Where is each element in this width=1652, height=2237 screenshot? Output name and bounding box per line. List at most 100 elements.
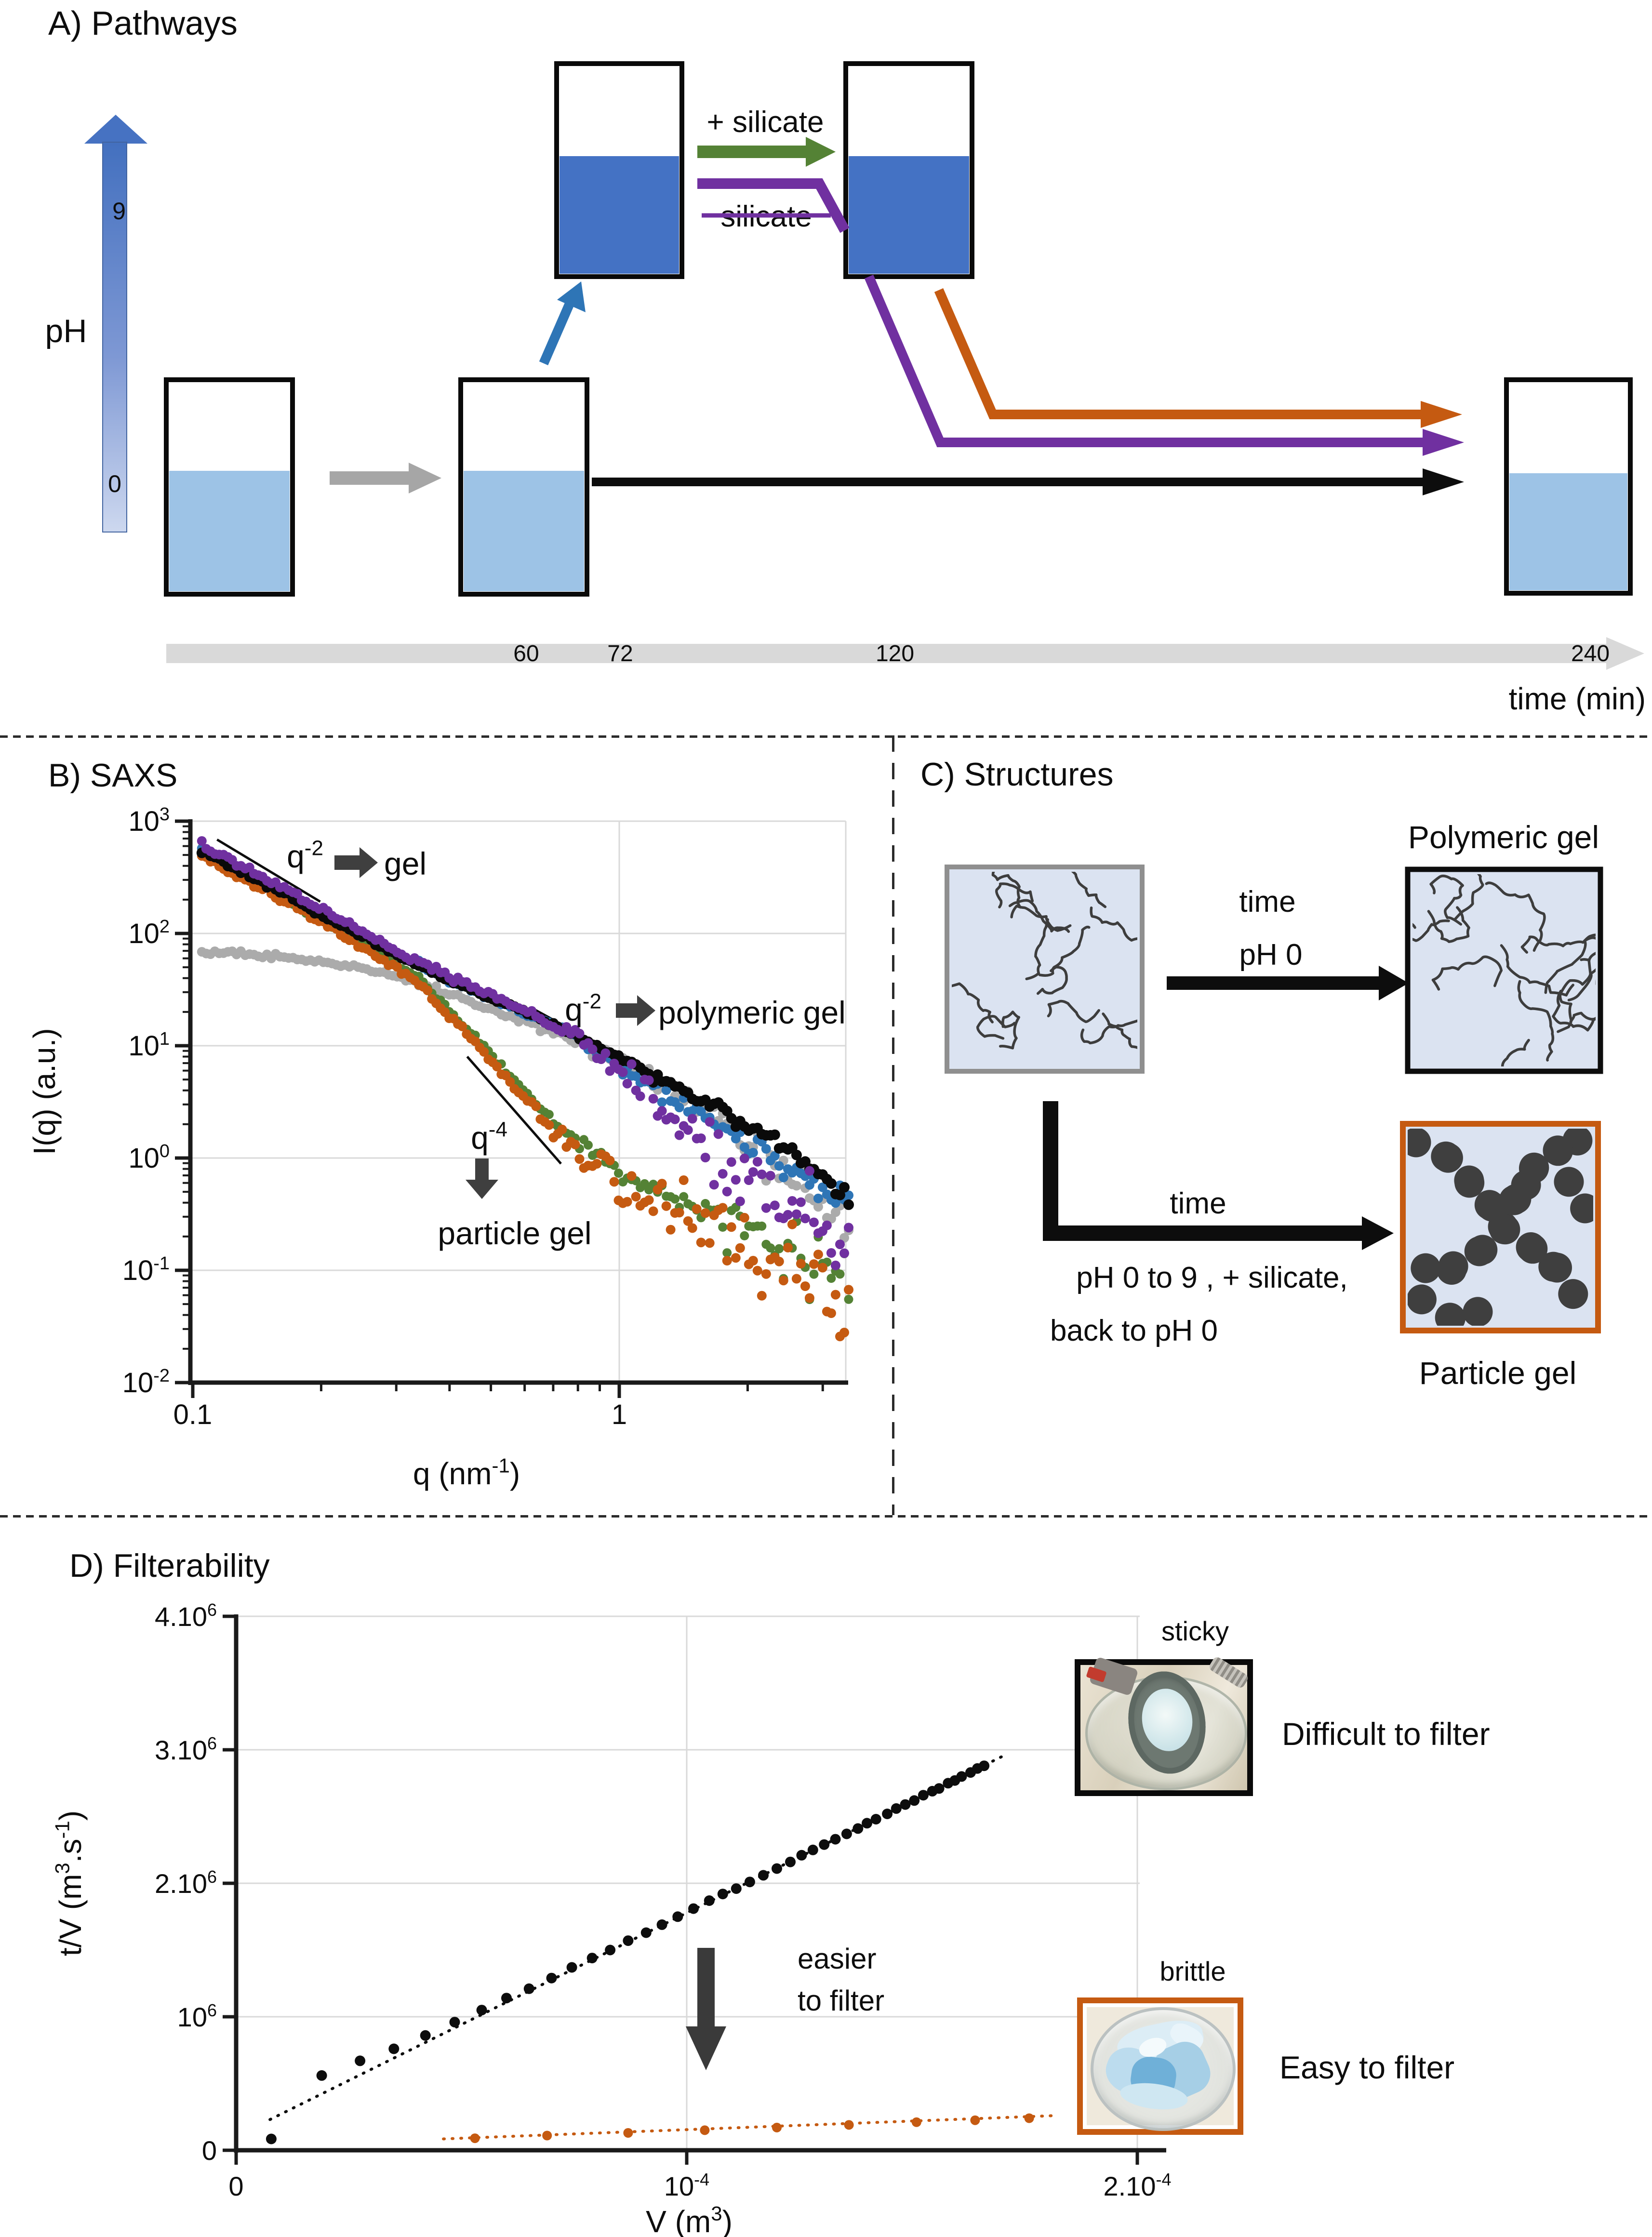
- beaker-ph0-60min: [458, 377, 589, 597]
- purple-path-upper: [697, 178, 850, 233]
- sticky-gel-photo: [1075, 1655, 1253, 1796]
- svg-text:0: 0: [228, 2171, 243, 2201]
- svg-text:4.106: 4.106: [155, 1600, 217, 1632]
- filterability-chart: D) Filterability 0 10-4 2.10-4 0 106 2.106 3.1…: [51, 1547, 1172, 2237]
- filterability-series-black: [266, 1760, 990, 2144]
- time-tick-60: 60: [513, 641, 539, 666]
- ph-axis-arrow-icon: [84, 115, 147, 533]
- saxs-guide2-target: polymeric gel: [658, 995, 846, 1030]
- saxs-guide1-target: gel: [384, 846, 426, 881]
- time-tick-240: 240: [1571, 641, 1610, 666]
- black-path-arrow: [592, 468, 1464, 495]
- filterability-tick-labels: 0 10-4 2.10-4 0 106 2.106 3.106 4.106: [155, 1600, 1172, 2201]
- polymeric-gel-label: Polymeric gel: [1408, 819, 1599, 855]
- particle-gel-label: Particle gel: [1419, 1355, 1577, 1391]
- ph-top-value: 9: [112, 198, 126, 225]
- structures-diagram: C) Structures Polymeric gel time pH 0 ti…: [920, 756, 1603, 1391]
- monomer-box: [945, 865, 1145, 1074]
- removed-silicate-label-group: silicate: [702, 200, 831, 233]
- separator-b-c: [892, 735, 894, 1515]
- saxs-tick-labels: 103 102 101 100 10-1 10-2: [122, 804, 170, 1398]
- saxs-guide2-exponent: q-2: [565, 989, 601, 1027]
- bottom-caption-line1: pH 0 to 9 , + silicate,: [1076, 1261, 1347, 1294]
- gray-step-arrow-icon: [330, 463, 441, 493]
- saxs-series-orange: [197, 851, 853, 1342]
- panel-d-title: D) Filterability: [69, 1547, 270, 1584]
- svg-text:10-2: 10-2: [122, 1366, 170, 1398]
- time-axis-label: time (min): [1509, 681, 1646, 716]
- brittle-label: brittle: [1159, 1956, 1226, 1986]
- saxs-guide3-exponent: q-4: [471, 1118, 507, 1156]
- metal-hose: [1208, 1655, 1250, 1690]
- saxs-series-purple: [197, 836, 853, 1270]
- brittle-gel-photo: [1077, 1997, 1243, 2135]
- plus-silicate-label: + silicate: [707, 106, 824, 139]
- panel-c-title: C) Structures: [920, 756, 1114, 793]
- blue-ph-raise-arrow-icon: [539, 281, 586, 365]
- saxs-guide1-exponent: q-2: [287, 836, 323, 874]
- difficult-to-filter-label: Difficult to filter: [1282, 1716, 1490, 1752]
- sticky-label: sticky: [1161, 1616, 1229, 1646]
- saxs-xtick-1: 1: [612, 1399, 627, 1430]
- svg-text:106: 106: [177, 2000, 217, 2032]
- separator-bc-d: [0, 1515, 1652, 1518]
- time-tick-72: 72: [607, 641, 633, 666]
- saxs-yaxis-label: I(q) (a.u.): [27, 1028, 62, 1155]
- purple-path-arrow: [864, 275, 1464, 456]
- saxs-xaxis-label: q (nm-1): [413, 1454, 520, 1491]
- time-axis-bar: [166, 637, 1644, 670]
- svg-text:100: 100: [128, 1141, 170, 1174]
- right-block-arrow-icon: [334, 847, 378, 878]
- beaker-ph9-72min: [554, 61, 684, 279]
- down-block-arrow-icon: [466, 1158, 498, 1199]
- svg-text:3.106: 3.106: [155, 1733, 217, 1765]
- filterability-series-orange: [470, 2113, 1034, 2144]
- saxs-guide3-target: particle gel: [438, 1215, 591, 1251]
- pathways-diagram: A) Pathways 9 0 pH: [45, 4, 1646, 716]
- polymeric-gel-box: [1405, 866, 1603, 1074]
- green-add-silicate-arrow-icon: [697, 137, 836, 167]
- monomer-squiggles: [952, 872, 1137, 1050]
- bottom-caption-line2: back to pH 0: [1050, 1314, 1218, 1347]
- top-arrow-label-time: time: [1239, 885, 1295, 919]
- easier-label-line2: to filter: [798, 1984, 884, 2017]
- filterability-xaxis-label: V (m3): [646, 2202, 733, 2237]
- beaker-ph9-120min: [843, 61, 974, 279]
- svg-text:103: 103: [128, 804, 170, 837]
- panel-a-title: A) Pathways: [48, 4, 238, 42]
- beaker-ph0-240min: [1504, 377, 1633, 596]
- orange-path-arrow: [934, 288, 1462, 428]
- elbow-arrow-icon: [1043, 1101, 1394, 1250]
- bottom-arrow-label-time: time: [1170, 1187, 1226, 1220]
- time-ph0-arrow-icon: [1167, 966, 1409, 1000]
- easier-down-arrow-icon: [686, 1948, 726, 2070]
- polymeric-squiggles: [1412, 874, 1596, 1066]
- particle-gel-circles: [1408, 1129, 1593, 1326]
- svg-text:101: 101: [128, 1029, 170, 1062]
- ph-axis-label: pH: [45, 313, 87, 349]
- ph-bottom-value: 0: [108, 470, 121, 497]
- svg-text:0: 0: [202, 2135, 217, 2166]
- svg-text:10-1: 10-1: [122, 1253, 170, 1286]
- easier-label-line1: easier: [798, 1943, 876, 1975]
- svg-text:10-4: 10-4: [664, 2170, 709, 2201]
- time-tick-120: 120: [876, 641, 914, 666]
- saxs-chart: B) SAXS 103 102 101 100 10-1 10-2 0.1 1 q (nm…: [27, 757, 854, 1491]
- saxs-data-points: [196, 836, 854, 1342]
- svg-text:102: 102: [128, 917, 170, 949]
- filterability-ticks: [223, 1614, 1139, 2165]
- filterability-trend-lines: [268, 1755, 1058, 2141]
- filterability-yaxis-label: t/V (m3.s-1): [51, 1811, 88, 1956]
- easy-to-filter-label: Easy to filter: [1279, 2050, 1455, 2085]
- panel-b-title: B) SAXS: [48, 757, 177, 794]
- svg-text:2.106: 2.106: [155, 1867, 217, 1899]
- top-arrow-label-ph0: pH 0: [1239, 938, 1303, 972]
- saxs-ticks: [175, 819, 824, 1398]
- beaker-ph0-start: [164, 377, 295, 597]
- saxs-axes: [188, 819, 848, 1385]
- right-block-arrow-icon: [616, 995, 655, 1026]
- saxs-xtick-0.1: 0.1: [173, 1399, 213, 1430]
- separator-a-bc: [0, 735, 1652, 738]
- svg-text:2.10-4: 2.10-4: [1103, 2170, 1171, 2201]
